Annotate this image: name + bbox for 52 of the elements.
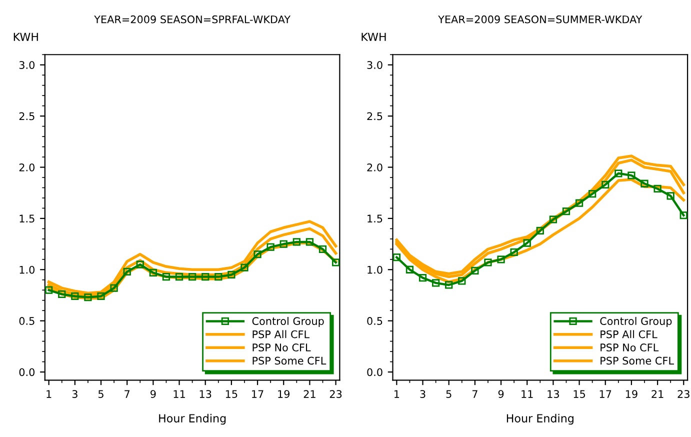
x-tick-label: 15 (574, 390, 585, 398)
y-tick-label: 1.0 (368, 266, 382, 274)
y-tick-label: 0.0 (19, 368, 34, 376)
x-tick-label: 21 (652, 390, 664, 398)
y-tick-label: 2.0 (367, 163, 382, 172)
legend-label: Control Group (252, 316, 324, 328)
x-axis-title: Hour Ending (159, 414, 226, 425)
legend-label: PSP Some CFL (252, 356, 326, 365)
x-tick-label: 5 (446, 390, 452, 398)
x-tick-label: 1 (46, 390, 52, 398)
legend-label: PSP All CFL (600, 330, 658, 338)
y-tick-label: 3.0 (19, 61, 34, 69)
x-tick-label: 5 (98, 390, 104, 398)
legend-label: PSP No CFL (252, 344, 311, 352)
x-tick-label: 7 (124, 390, 130, 398)
y-tick-label: 1.5 (20, 214, 34, 223)
y-tick-label: 1.0 (20, 266, 34, 274)
x-tick-label: 23 (678, 390, 690, 398)
x-tick-label: 21 (304, 390, 316, 398)
chart-title: YEAR=2009 SEASON=SPRFAL-WKDAY (94, 15, 291, 24)
x-tick-label: 9 (150, 390, 156, 398)
x-tick-label: 3 (72, 390, 78, 398)
x-tick-label: 11 (522, 390, 533, 398)
y-tick-label: 1.5 (368, 214, 382, 223)
x-tick-label: 13 (548, 390, 559, 398)
y-tick-label: 2.5 (19, 112, 34, 120)
chart-title: YEAR=2009 SEASON=SUMMER-WKDAY (438, 15, 642, 24)
x-tick-label: 19 (626, 390, 638, 398)
y-axis-title: KWH (14, 32, 38, 41)
x-tick-label: 19 (278, 390, 290, 398)
x-tick-label: 11 (174, 390, 185, 398)
y-tick-label: 3.0 (367, 61, 382, 69)
x-tick-label: 9 (498, 390, 504, 398)
y-tick-label: 0.5 (367, 317, 382, 325)
x-tick-label: 17 (252, 390, 264, 398)
x-tick-label: 7 (472, 390, 478, 398)
x-tick-label: 23 (330, 390, 342, 398)
x-tick-label: 3 (420, 390, 426, 398)
legend-label: Control Group (600, 316, 672, 328)
y-tick-label: 2.0 (19, 163, 34, 172)
legend-label: PSP All CFL (252, 330, 310, 338)
legend-label: PSP Some CFL (600, 356, 674, 365)
y-tick-label: 0.0 (367, 368, 382, 376)
x-tick-label: 13 (200, 390, 212, 398)
x-tick-label: 1 (394, 390, 400, 398)
legend-label: PSP No CFL (600, 344, 659, 352)
y-tick-label: 2.5 (367, 112, 382, 120)
x-axis-title: Hour Ending (506, 414, 574, 425)
y-axis-title: KWH (362, 32, 386, 41)
y-tick-label: 0.5 (19, 317, 34, 325)
x-tick-label: 15 (226, 390, 238, 398)
x-tick-label: 17 (600, 390, 612, 398)
